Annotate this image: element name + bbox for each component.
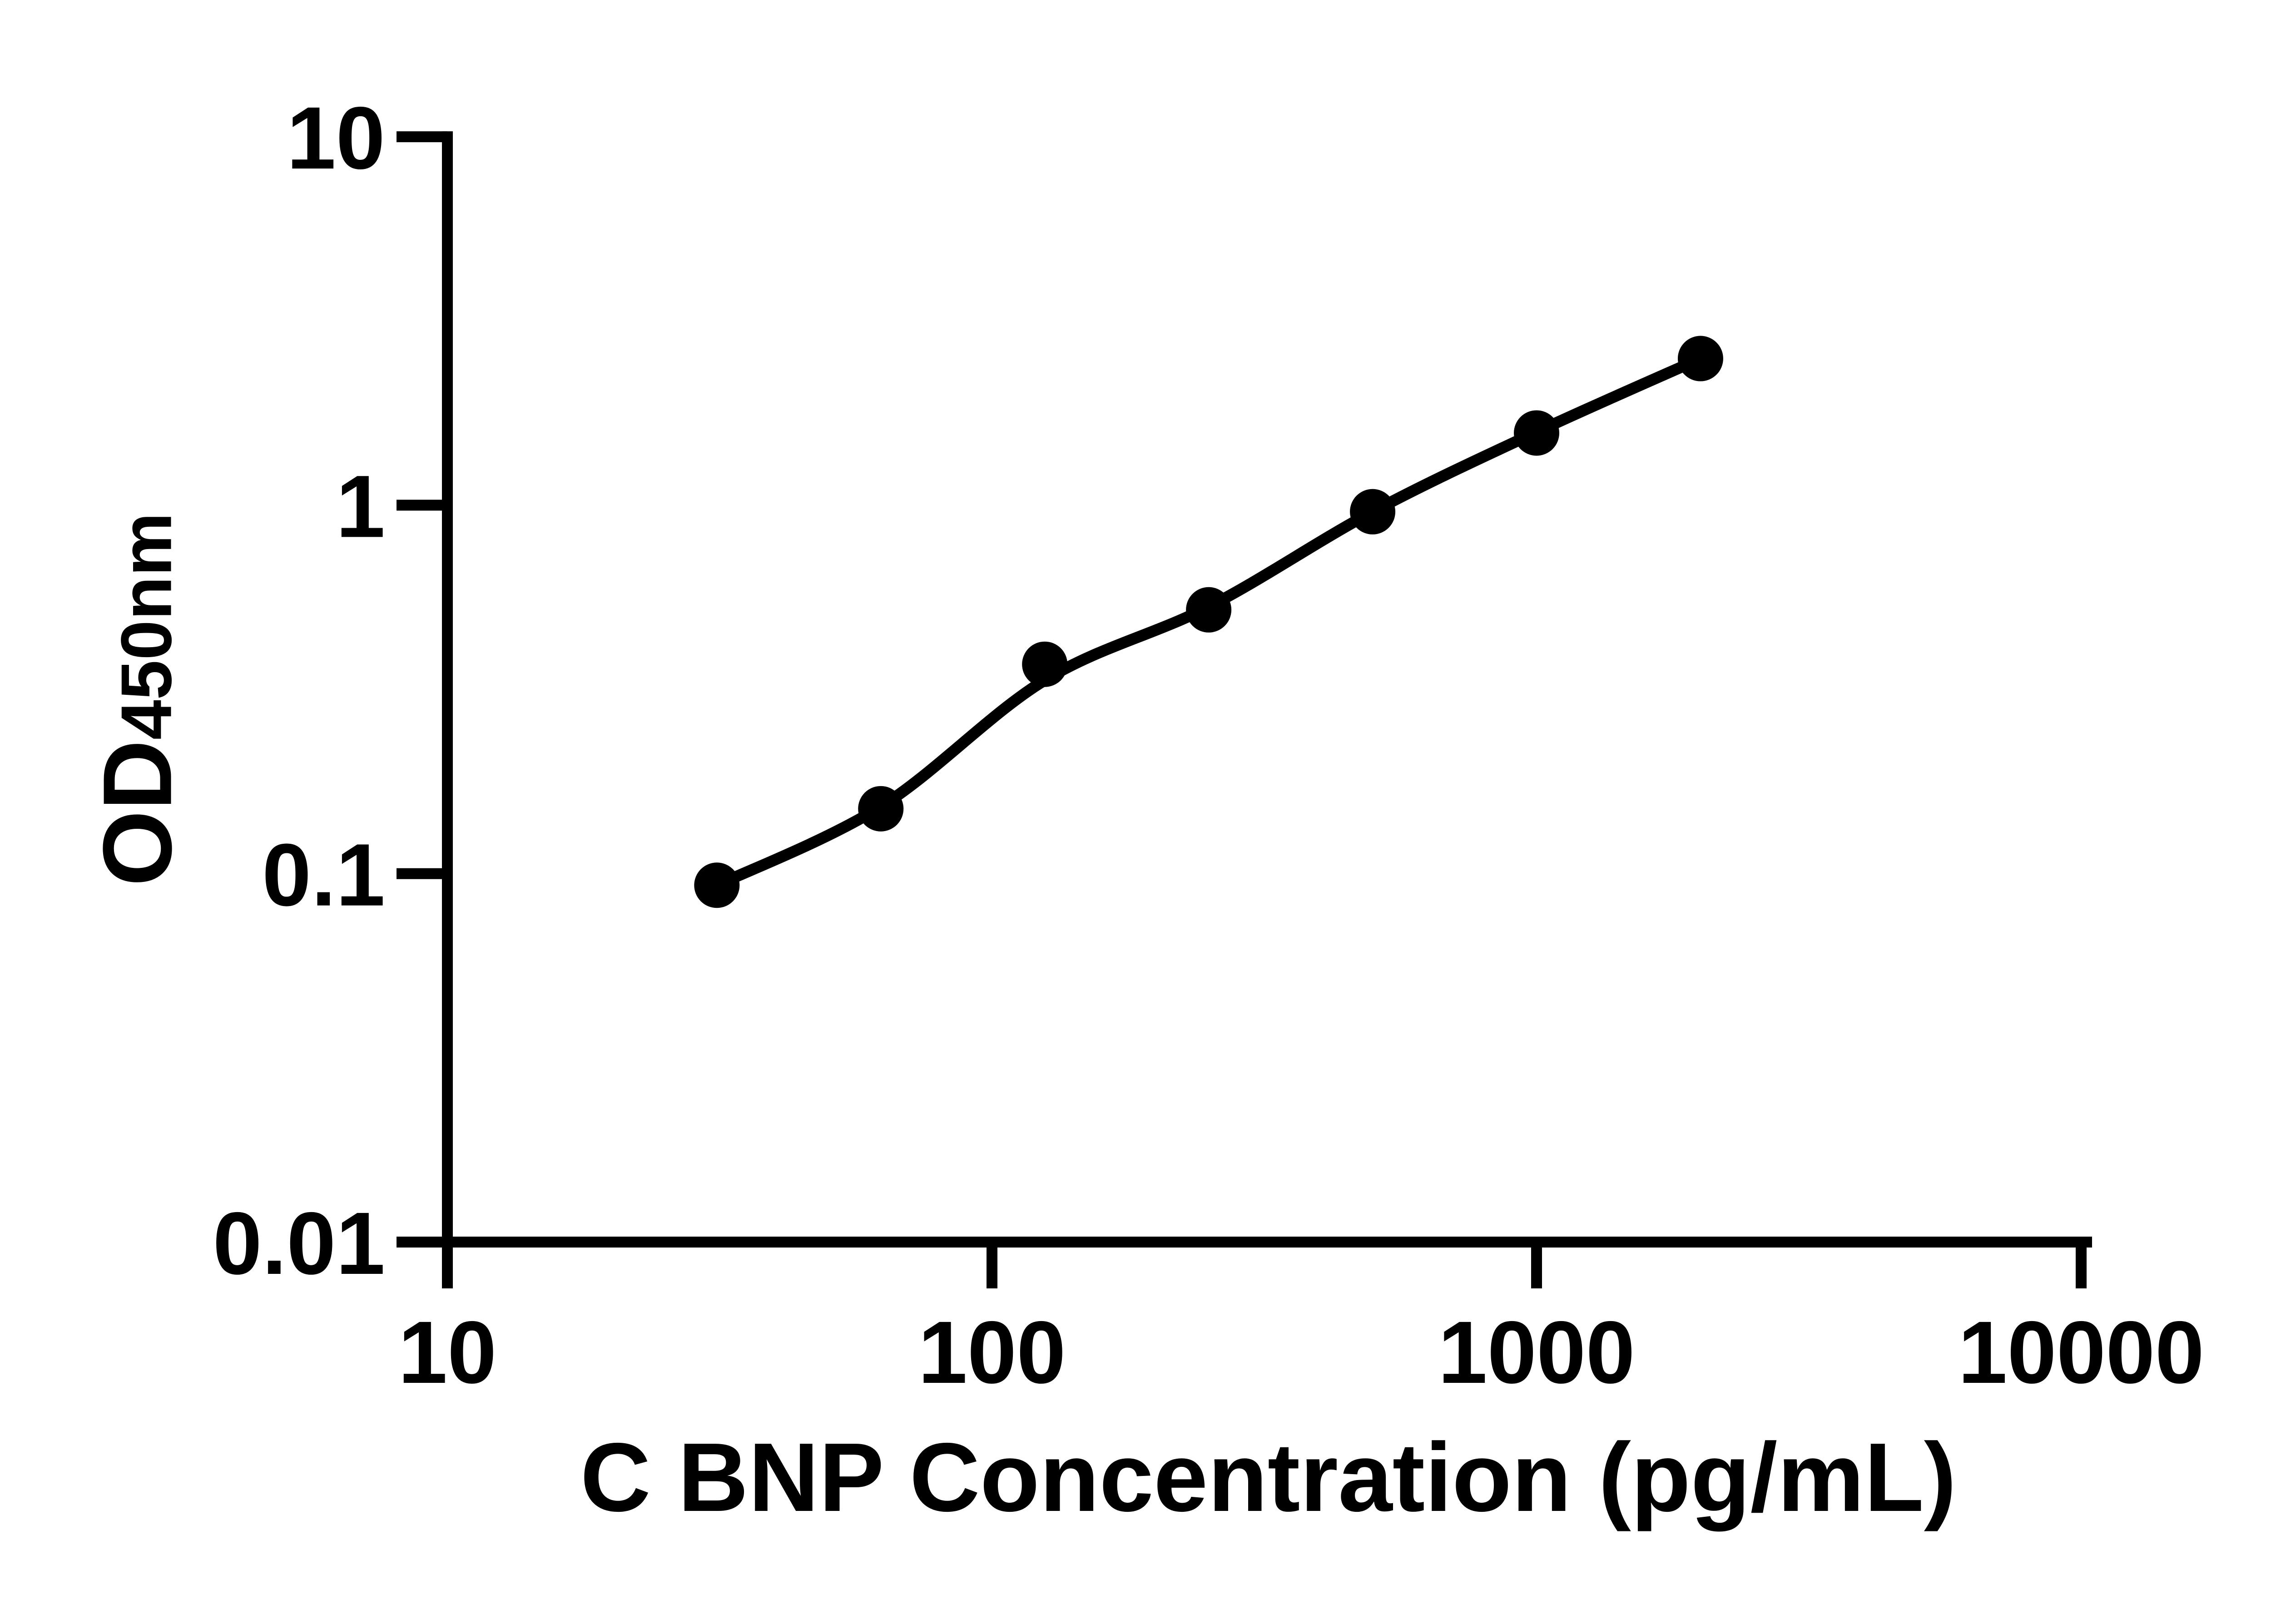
data-point xyxy=(694,862,740,908)
data-point xyxy=(1186,587,1232,633)
x-tick-label: 100 xyxy=(918,1303,1066,1402)
data-point xyxy=(1350,489,1396,535)
data-point xyxy=(1514,410,1559,456)
y-tick-label: 1 xyxy=(336,457,385,556)
y-tick-label: 10 xyxy=(287,89,385,188)
y-tick-label: 0.01 xyxy=(213,1194,385,1293)
data-point xyxy=(1022,641,1068,687)
x-axis-title: C BNP Concentration (pg/mL) xyxy=(580,1422,1957,1532)
x-tick-label: 1000 xyxy=(1438,1303,1635,1402)
x-tick-label: 10 xyxy=(398,1303,497,1402)
y-tick-label: 0.1 xyxy=(262,826,385,925)
y-axis-title-main: OD xyxy=(82,740,192,886)
data-point xyxy=(858,786,904,832)
data-point xyxy=(1677,336,1723,381)
y-axis-title: OD450nm xyxy=(83,512,192,886)
x-tick-label: 10000 xyxy=(1958,1303,2204,1402)
y-axis-title-subscript: 450nm xyxy=(106,512,187,740)
